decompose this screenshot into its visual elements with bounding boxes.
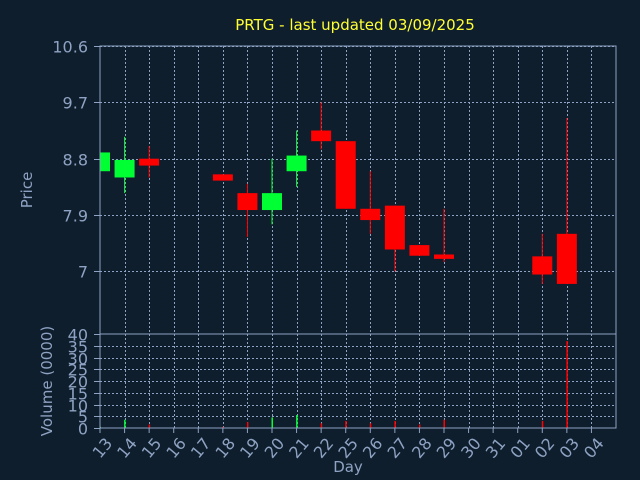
chart-title: PRTG - last updated 03/09/2025 bbox=[235, 16, 475, 34]
volume-bar bbox=[541, 420, 544, 428]
volume-bar bbox=[246, 422, 249, 428]
volume-bar bbox=[222, 426, 224, 428]
volume-axis-label: Volume (0000) bbox=[38, 326, 56, 436]
volume-bar bbox=[418, 424, 421, 428]
candle-body bbox=[237, 193, 258, 211]
volume-bar bbox=[566, 341, 568, 428]
candle-body bbox=[434, 254, 454, 259]
volume-grid bbox=[100, 334, 616, 428]
volume-bar bbox=[345, 420, 347, 428]
volume-tick-label: 10 bbox=[68, 397, 88, 416]
price-candles bbox=[99, 102, 577, 284]
candle-body bbox=[114, 159, 135, 178]
volume-tick-label: 20 bbox=[68, 373, 88, 392]
volume-tick-label: 35 bbox=[68, 338, 88, 357]
price-axis-label: Price bbox=[18, 172, 36, 209]
day-axis-label: Day bbox=[333, 458, 363, 476]
candle-body bbox=[360, 208, 381, 221]
volume-bar bbox=[148, 424, 151, 428]
volume-bar bbox=[320, 423, 323, 428]
candle-body bbox=[286, 155, 307, 172]
price-tick-label: 8.8 bbox=[63, 151, 88, 170]
price-tick-label: 9.7 bbox=[63, 94, 88, 113]
price-tick-label: 7.9 bbox=[63, 207, 88, 226]
volume-bar bbox=[394, 420, 396, 428]
volume-tick-label: 40 bbox=[68, 326, 88, 345]
volume-tick-label: 5 bbox=[78, 408, 88, 427]
candle-body bbox=[409, 245, 430, 256]
volume-bar bbox=[124, 419, 126, 428]
candle-body bbox=[212, 174, 233, 181]
volume-bar bbox=[443, 419, 445, 428]
volume-tick-label: 25 bbox=[68, 361, 88, 380]
candle-body bbox=[384, 205, 405, 250]
candle-body bbox=[556, 233, 577, 284]
volume-bar bbox=[271, 417, 273, 428]
volume-tick-label: 30 bbox=[68, 350, 88, 369]
candle-body bbox=[311, 130, 332, 142]
volume-tick-label: 15 bbox=[68, 385, 88, 404]
volume-bar bbox=[369, 423, 372, 428]
price-tick-label: 10.6 bbox=[52, 38, 88, 57]
price-grid bbox=[100, 46, 616, 334]
candle-body bbox=[100, 152, 110, 172]
volume-bars bbox=[99, 341, 568, 428]
candle-body bbox=[262, 193, 282, 211]
candle-body bbox=[532, 256, 553, 275]
candle-body bbox=[335, 141, 356, 209]
volume-bar bbox=[296, 415, 298, 428]
volume-tick-label: 0 bbox=[78, 420, 88, 439]
candle-body bbox=[139, 158, 160, 166]
price-y-ticks: 10.6 9.7 8.8 7.9 7 bbox=[52, 38, 100, 282]
price-tick-label: 7 bbox=[78, 263, 88, 282]
